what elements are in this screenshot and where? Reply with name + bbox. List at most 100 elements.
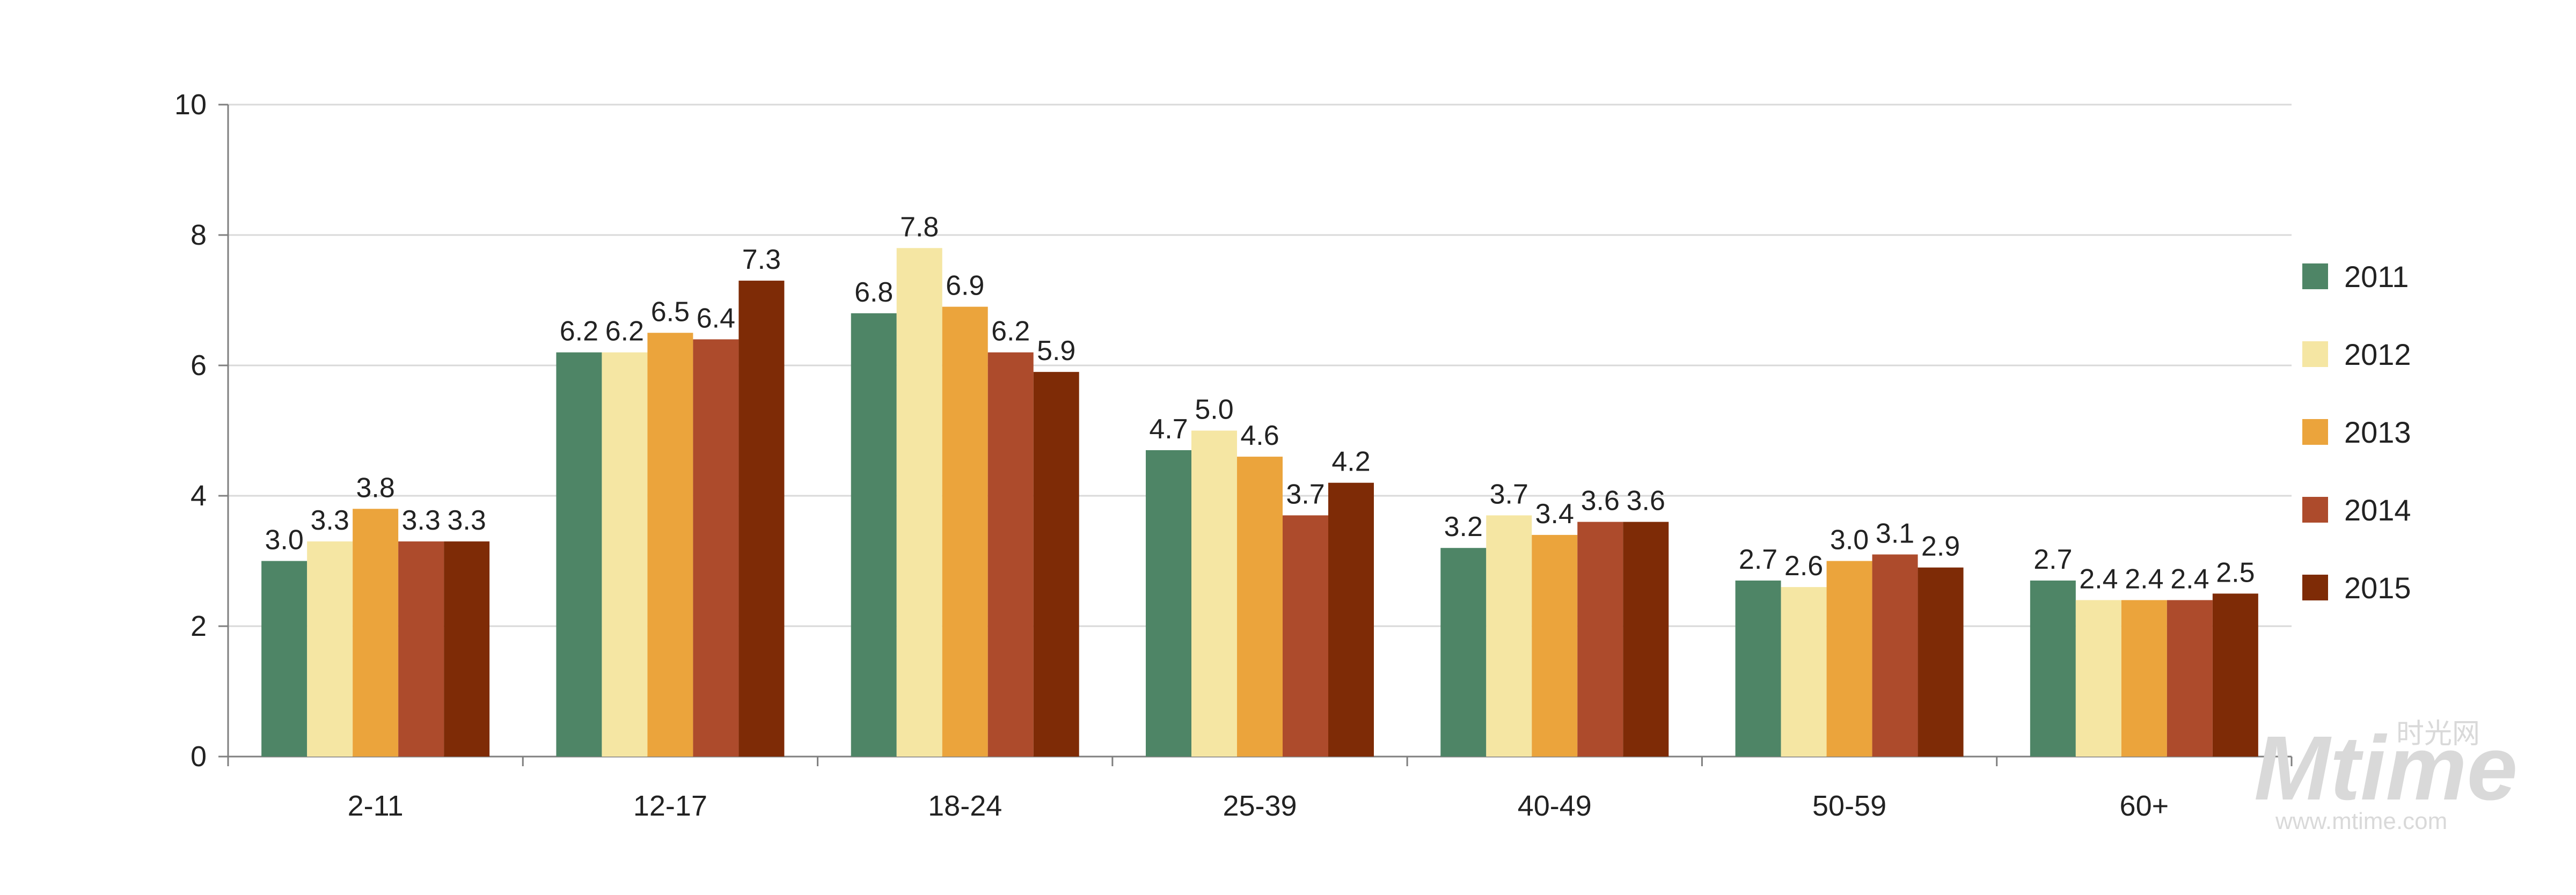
legend-swatch-2013	[2302, 419, 2328, 445]
data-label: 7.3	[742, 244, 781, 275]
data-label: 2.7	[2033, 544, 2072, 575]
bar-2013-12-17	[647, 333, 693, 757]
legend-swatch-2014	[2302, 497, 2328, 523]
bar-2015-25-39	[1328, 482, 1374, 757]
data-label: 2.4	[2125, 563, 2163, 595]
data-label: 5.0	[1195, 394, 1233, 426]
data-labels: 3.03.33.83.3 3.36.2 6.26.5 6.47.36.87.86.96…	[265, 211, 2255, 595]
bar-2012-40-49	[1486, 515, 1532, 757]
data-label: 6.2	[605, 316, 644, 347]
data-label: 3.0	[265, 525, 303, 556]
data-label: 6.4	[697, 303, 735, 334]
data-label: 4.7	[1149, 414, 1188, 445]
data-label: 3.6	[1581, 486, 1620, 517]
data-label: 4.6	[1240, 420, 1279, 451]
data-label: 3.1	[1876, 518, 1914, 549]
data-label: 2.4	[2079, 563, 2118, 595]
bar-2013-25-39	[1237, 457, 1283, 757]
data-label: 3.7	[1490, 479, 1528, 510]
x-category-label: 25-39	[1223, 790, 1297, 822]
data-label: 6.2	[560, 316, 598, 347]
data-label: 6.9	[946, 270, 984, 302]
watermark-url: www.mtime.com	[2275, 808, 2447, 834]
data-label: 3.3	[447, 505, 486, 536]
bar-2014-12-17	[693, 339, 739, 757]
data-label: 6.2	[991, 316, 1030, 347]
data-label: 6.8	[854, 277, 893, 308]
data-label: 2.9	[1921, 531, 1960, 562]
data-label: 5.9	[1037, 335, 1075, 366]
data-label: 4.2	[1331, 446, 1370, 478]
bars	[261, 248, 2258, 757]
legend: 2011 2012 2013 2014 2015	[2302, 260, 2411, 605]
bar-2014-60+	[2167, 600, 2213, 757]
data-label: 3.8	[356, 472, 394, 503]
data-label: 2.7	[1739, 544, 1777, 575]
data-label: 3.3	[401, 505, 440, 536]
bar-2015-12-17	[738, 281, 785, 757]
x-category-label: 18-24	[928, 790, 1002, 822]
legend-swatch-2012	[2302, 341, 2328, 367]
watermark-logo: Mtime 时光网 www.mtime.com	[2254, 717, 2518, 834]
data-label: 3.2	[1444, 511, 1483, 542]
legend-label-2012: 2012	[2344, 338, 2411, 371]
data-label: 3.3	[310, 505, 349, 536]
legend-label-2013: 2013	[2344, 415, 2411, 449]
bar-2012-12-17	[602, 352, 648, 757]
watermark-brand: Mtime	[2254, 717, 2518, 819]
data-label: 3.7	[1286, 479, 1324, 510]
legend-swatch-2015	[2302, 575, 2328, 600]
bar-2013-60+	[2121, 600, 2167, 757]
bar-2012-25-39	[1191, 430, 1237, 757]
bar-2012-60+	[2075, 600, 2121, 757]
bar-2011-2-11	[261, 561, 308, 757]
bar-2011-60+	[2030, 580, 2076, 757]
watermark-chinese: 时光网	[2396, 718, 2480, 750]
bar-2015-50-59	[1918, 567, 1964, 757]
y-tick-label: 2	[191, 610, 207, 642]
y-tick-label: 0	[191, 740, 207, 773]
data-label: 3.0	[1830, 525, 1869, 556]
bar-2015-2-11	[444, 541, 490, 757]
bar-2013-18-24	[942, 306, 988, 757]
y-tick-label: 4	[191, 480, 207, 512]
bar-2011-18-24	[851, 313, 897, 757]
bar-2015-40-49	[1623, 522, 1669, 757]
bar-2015-18-24	[1033, 372, 1079, 757]
bar-2014-40-49	[1577, 522, 1623, 757]
data-label: 6.5	[651, 296, 690, 327]
x-category-label: 50-59	[1812, 790, 1886, 822]
bar-2013-2-11	[353, 509, 399, 757]
bar-2014-18-24	[987, 352, 1034, 757]
y-tick-label: 6	[191, 349, 207, 382]
x-category-label: 60+	[2120, 790, 2169, 822]
legend-label-2014: 2014	[2344, 493, 2411, 527]
x-category-label: 40-49	[1518, 790, 1592, 822]
data-label: 2.5	[2216, 557, 2255, 588]
bar-2013-40-49	[1532, 534, 1578, 757]
bar-2014-25-39	[1283, 515, 1328, 757]
data-label: 2.6	[1784, 551, 1823, 582]
legend-swatch-2011	[2302, 263, 2328, 289]
bar-2012-2-11	[307, 541, 353, 757]
legend-label-2015: 2015	[2344, 571, 2411, 605]
bar-2014-50-59	[1872, 554, 1918, 757]
bar-2013-50-59	[1826, 561, 1872, 757]
legend-label-2011: 2011	[2344, 260, 2409, 294]
data-label: 2.4	[2170, 563, 2209, 595]
bar-2015-60+	[2212, 593, 2258, 757]
bar-2011-25-39	[1146, 450, 1191, 757]
y-tick-label: 8	[191, 219, 207, 251]
bar-2012-18-24	[896, 248, 942, 757]
x-category-label: 2-11	[348, 790, 404, 822]
bar-2011-12-17	[556, 352, 602, 757]
bar-2014-2-11	[398, 541, 444, 757]
x-category-label: 12-17	[633, 790, 707, 822]
data-label: 3.6	[1627, 486, 1665, 517]
bar-2011-40-49	[1440, 548, 1487, 757]
bar-2012-50-59	[1781, 587, 1827, 757]
data-label: 7.8	[900, 211, 939, 243]
bar-2011-50-59	[1735, 580, 1781, 757]
y-tick-label: 10	[174, 89, 207, 121]
